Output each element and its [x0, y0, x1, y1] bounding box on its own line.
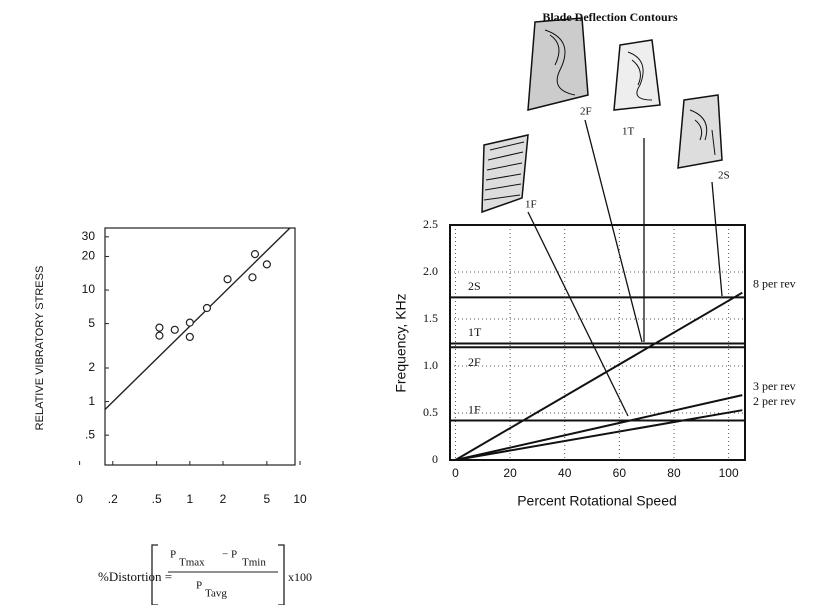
data-point	[156, 332, 163, 339]
y-axis-label: RELATIVE VIBRATORY STRESS	[34, 266, 46, 431]
x-axis-label: x100	[288, 570, 312, 584]
chart-title: Blade Deflection Contours	[542, 10, 678, 24]
y-tick-label: 0.5	[423, 405, 438, 419]
x-axis-label: Percent Rotational Speed	[517, 493, 677, 509]
blade-label: 2S	[718, 170, 730, 182]
y-tick-label: 1	[88, 394, 95, 408]
data-point	[224, 276, 231, 283]
fit-line	[105, 228, 290, 409]
x-axis-label: P	[170, 549, 176, 561]
x-tick-label: 60	[613, 466, 627, 480]
blade-drawings	[482, 18, 722, 212]
data-point	[186, 319, 193, 326]
series-label: 2 per rev	[753, 394, 796, 408]
x-tick-label: .2	[108, 492, 118, 506]
data-point	[251, 251, 258, 258]
y-tick-label: 1.5	[423, 311, 438, 325]
data-point	[249, 274, 256, 281]
blade-label: 2F	[580, 106, 592, 118]
x-tick-label: .5	[152, 492, 162, 506]
x-tick-label: 0	[452, 466, 459, 480]
data-point	[171, 326, 178, 333]
y-tick-label: 20	[82, 249, 96, 263]
x-axis-label: Tavg	[205, 588, 227, 600]
series-label: 3 per rev	[753, 379, 796, 393]
y-tick-label: 0	[432, 452, 438, 466]
figure: 0 .2 .5 1 2 5 10 .5 1 2 5 10 20 30 RELATIVE VIBRATORY …	[0, 0, 820, 605]
data-point	[263, 261, 270, 268]
x-tick-label: 0	[76, 492, 83, 506]
x-tick-label: 20	[503, 466, 517, 480]
mode-label: 2S	[468, 279, 481, 293]
data-point	[156, 324, 163, 331]
x-axis-label: − P	[222, 549, 237, 561]
x-axis-label: P	[196, 580, 202, 592]
blade-label: 1F	[525, 199, 537, 211]
x-tick-label: 80	[667, 466, 681, 480]
mode-label: 1T	[468, 325, 482, 339]
series-line	[455, 395, 742, 460]
y-tick-label: 1.0	[423, 358, 438, 372]
x-axis-label: %Distortion =	[98, 569, 172, 584]
y-tick-label: 5	[88, 316, 95, 330]
blade-label: 1T	[622, 126, 635, 138]
x-tick-label: 10	[293, 492, 307, 506]
data-point	[203, 305, 210, 312]
y-tick-label: 2.5	[423, 217, 438, 231]
x-tick-label: 2	[220, 492, 227, 506]
mode-label: 1F	[468, 402, 481, 416]
mode-label: 2F	[468, 355, 481, 369]
x-tick-label: 100	[719, 466, 739, 480]
page: 0 .2 .5 1 2 5 10 .5 1 2 5 10 20 30 RELATIVE VIBRATORY …	[0, 0, 820, 605]
y-tick-label: 30	[82, 229, 96, 243]
x-tick-label: 1	[186, 492, 193, 506]
y-tick-label: 2	[88, 360, 95, 374]
x-axis-label: Tmin	[242, 557, 266, 569]
x-tick-label: 5	[264, 492, 271, 506]
series-label: 8 per rev	[753, 276, 796, 290]
x-tick-label: 40	[558, 466, 572, 480]
y-tick-label: .5	[85, 427, 95, 441]
y-tick-label: 10	[82, 282, 96, 296]
x-axis-label: Tmax	[179, 557, 205, 569]
y-tick-label: 2.0	[423, 264, 438, 278]
y-axis-label: Frequency, KHz	[393, 293, 409, 392]
data-point	[186, 333, 193, 340]
